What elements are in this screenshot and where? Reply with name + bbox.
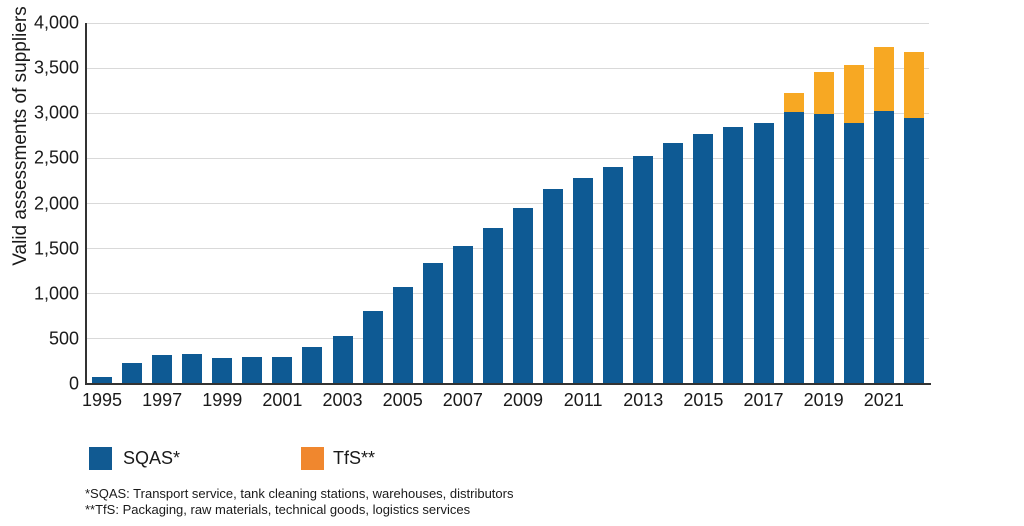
bar-segment-tfs-2020 [843,64,864,124]
bar-segment-sqas-2008 [482,227,503,384]
bar-segment-tfs-2018 [783,93,804,113]
gridline [87,22,929,24]
legend-label-tfs: TfS** [333,448,376,468]
x-axis-line [85,383,931,385]
footnote-sqas: *SQAS: Transport service, tank cleaning … [85,486,514,501]
legend-label-sqas: SQAS* [123,448,181,468]
bar-segment-sqas-2017 [753,123,774,384]
y-axis-line [85,23,87,385]
bar-segment-sqas-2002 [302,347,323,384]
gridline [87,67,929,69]
bar-segment-sqas-2013 [633,155,654,384]
y-tick-label: 3,500 [33,57,79,78]
bar-segment-sqas-2018 [783,112,804,384]
x-tick-label: 2013 [623,390,664,410]
gridline [87,203,929,204]
bar-segment-sqas-1996 [122,363,143,384]
x-tick-label: 2021 [863,390,904,410]
y-tick-label: 500 [48,328,79,349]
bar-segment-sqas-2005 [392,286,413,384]
bar-segment-sqas-2003 [332,336,353,384]
footnote-tfs: **TfS: Packaging, raw materials, technic… [85,502,471,517]
bar-segment-sqas-2015 [693,134,714,384]
y-tick-label: 0 [68,373,79,394]
gridline [87,112,929,114]
bar-segment-sqas-2019 [813,114,834,384]
bar-segment-sqas-2007 [452,245,473,384]
bar-segment-sqas-2009 [512,208,533,384]
x-tick-label: 2017 [743,390,784,410]
bar-segment-sqas-2000 [242,356,263,384]
bar-segment-sqas-2014 [663,143,684,384]
y-tick-label: 2,500 [33,147,79,168]
legend-swatch-sqas [89,447,112,470]
y-tick-label: 2,000 [33,193,79,213]
plot-area [87,22,929,384]
x-tick-label: 2007 [442,390,483,410]
bar-segment-sqas-2006 [422,263,443,384]
gridline [87,248,929,250]
y-tick-label: 1,000 [33,283,79,304]
gridline [87,293,929,295]
x-tick-label: 2019 [803,390,844,410]
x-tick-label: 2003 [322,390,363,410]
bar-segment-sqas-2022 [903,117,924,384]
bar-segment-tfs-2021 [873,47,894,112]
x-tick-label: 1999 [202,390,243,410]
x-tick-label: 1997 [142,390,183,410]
y-axis-title: Valid assessments of suppliers [10,6,31,266]
y-tick-label: 3,000 [33,102,79,123]
bar-segment-sqas-2012 [603,167,624,384]
x-tick-label: 2009 [502,390,543,410]
bar-segment-sqas-2020 [843,123,864,384]
bar-segment-tfs-2019 [813,71,834,115]
gridline [87,157,929,159]
bar-segment-tfs-2022 [903,51,924,118]
bar-segment-sqas-2016 [723,126,744,384]
bar-segment-sqas-1995 [92,376,112,384]
x-tick-label: 2011 [563,390,603,410]
bar-segment-sqas-2011 [573,178,594,384]
x-tick-label: 2001 [262,390,303,410]
bar-segment-sqas-2004 [362,310,383,384]
x-tick-label: 2005 [382,390,423,410]
bar-segment-sqas-2010 [543,189,564,384]
bar-segment-sqas-1999 [212,357,233,384]
bar-segment-sqas-2001 [272,356,293,384]
y-tick-label: 1,500 [33,238,79,259]
bar-segment-sqas-1997 [152,355,173,384]
gridline [87,338,929,340]
x-tick-label: 1995 [81,390,123,410]
bar-segment-sqas-2021 [873,111,894,384]
y-tick-label: 4,000 [33,12,79,33]
legend-swatch-tfs [301,447,324,470]
x-tick-label: 2015 [683,390,724,410]
bar-segment-sqas-1998 [182,353,203,384]
